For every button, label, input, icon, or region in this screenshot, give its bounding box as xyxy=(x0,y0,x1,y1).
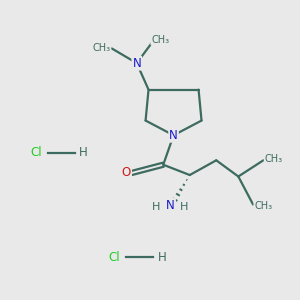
Text: CH₃: CH₃ xyxy=(254,201,272,211)
Text: O: O xyxy=(122,167,131,179)
Text: Cl: Cl xyxy=(109,251,121,264)
Text: H: H xyxy=(158,251,166,264)
Text: CH₃: CH₃ xyxy=(92,44,110,53)
Text: H: H xyxy=(152,202,160,212)
Text: Cl: Cl xyxy=(31,146,43,159)
Text: CH₃: CH₃ xyxy=(151,34,169,45)
Text: H: H xyxy=(180,202,189,212)
Text: N: N xyxy=(132,57,141,70)
Text: H: H xyxy=(80,146,88,159)
Text: CH₃: CH₃ xyxy=(265,154,283,164)
Text: N: N xyxy=(169,129,178,142)
Text: N: N xyxy=(166,199,175,212)
